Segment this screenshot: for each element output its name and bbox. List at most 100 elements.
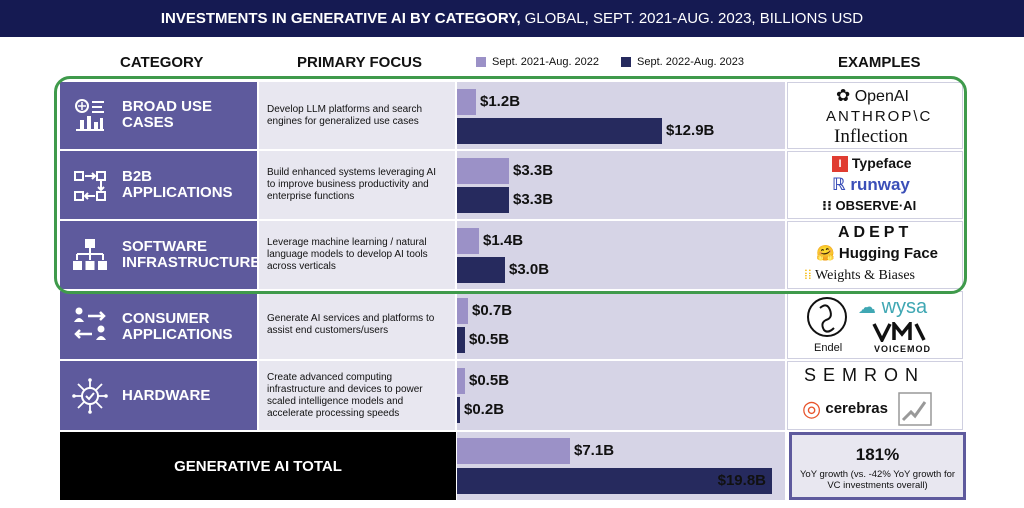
runway-icon: ℝ: [832, 175, 846, 194]
value-2022-total: $7.1B: [574, 442, 615, 459]
bar-2023-b2b: [457, 187, 509, 213]
bar-2022-software-infra: [457, 228, 479, 254]
bar-row-broad-use: $1.2B $12.9B: [457, 82, 785, 149]
consumer-exchange-icon: [74, 307, 106, 340]
logo-cerebras: cerebras: [825, 399, 888, 417]
value-2022-b2b: $3.3B: [513, 162, 554, 179]
growth-percent: 181%: [855, 445, 900, 464]
observe-icon: ⁝⁝: [822, 198, 832, 213]
category-broad-use: BROAD USE CASES: [60, 82, 257, 149]
openai-logo: ✿ OpenAI: [836, 86, 909, 106]
chip-icon: [72, 378, 108, 414]
hardware-company-icon: [898, 392, 932, 426]
value-2023-total: $19.8B: [717, 472, 766, 489]
value-2023-broad-use: $12.9B: [666, 122, 715, 139]
logo-wysa: wysa: [881, 296, 928, 318]
examples-consumer: Endel ☁ wysa VOICEMOD: [787, 291, 963, 359]
value-2023-software-infra: $3.0B: [509, 261, 550, 278]
value-2022-software-infra: $1.4B: [483, 232, 524, 249]
category-label-line1: BROAD USE: [122, 98, 213, 115]
bar-row-total: $7.1B $19.8B: [457, 432, 785, 500]
bar-2023-consumer: [457, 327, 465, 353]
runway-logo: ℝ runway: [832, 175, 910, 195]
title-rest: GLOBAL, SEPT. 2021-AUG. 2023, BILLIONS U…: [524, 10, 864, 27]
hugging-face-logo: 🤗 Hugging Face: [816, 244, 938, 262]
category-label-line1: B2B: [122, 168, 153, 185]
category-header: CATEGORY: [120, 54, 204, 71]
total-label: GENERATIVE AI TOTAL: [60, 432, 456, 500]
category-label-line1: CONSUMER: [122, 310, 210, 327]
value-2023-b2b: $3.3B: [513, 191, 554, 208]
voicemod-icon: [872, 322, 926, 342]
logo-endel: Endel: [814, 342, 843, 354]
category-label-line2: INFRASTRUCTURE: [122, 254, 261, 271]
bar-2022-total: [457, 438, 570, 464]
examples-broad-use: ✿ OpenAI ANTHROP\C Inflection: [787, 82, 963, 149]
category-label-line2: CASES: [122, 114, 174, 131]
examples-hardware: SEMRON ◎ cerebras: [787, 361, 963, 430]
wandb-icon: ⁞⁞: [804, 268, 812, 283]
bar-2023-software-infra: [457, 257, 505, 283]
examples-software-infra: ADEPT 🤗 Hugging Face ⁞⁞ Weights & Biases: [787, 221, 963, 289]
bar-row-software-infra: $1.4B $3.0B: [457, 221, 785, 289]
category-software-infra: SOFTWARE INFRASTRUCTURE: [60, 221, 261, 289]
logo-runway: runway: [850, 175, 910, 194]
cerebras-icon: ◎: [802, 396, 822, 421]
bar-2023-hardware: [457, 397, 460, 423]
network-hierarchy-icon: [73, 239, 107, 270]
legend-swatch-2023: [621, 57, 631, 67]
category-consumer: CONSUMER APPLICATIONS: [60, 291, 257, 359]
value-2022-hardware: $0.5B: [469, 372, 510, 389]
title-bold: INVESTMENTS IN GENERATIVE AI BY CATEGORY…: [160, 10, 521, 27]
endel-icon: [807, 297, 847, 337]
typeface-icon: I: [832, 156, 848, 173]
legend-label-2022: Sept. 2021-Aug. 2022: [492, 56, 600, 68]
wysa-icon: ☁: [858, 297, 876, 317]
bar-2022-broad-use: [457, 89, 476, 115]
broad-use-icon: [75, 99, 104, 131]
bar-2022-hardware: [457, 368, 465, 394]
logo-semron: SEMRON: [804, 365, 926, 385]
category-label-line2: APPLICATIONS: [122, 184, 233, 201]
category-label-line2: APPLICATIONS: [122, 326, 233, 343]
cerebras-logo: ◎ cerebras: [802, 396, 888, 422]
bar-2023-broad-use: [457, 118, 662, 144]
category-b2b: B2B APPLICATIONS: [60, 151, 257, 219]
bar-row-consumer: $0.7B $0.5B: [457, 291, 785, 359]
bar-row-hardware: $0.5B $0.2B: [457, 361, 785, 430]
value-2023-hardware: $0.2B: [464, 401, 505, 418]
logo-adept: ADEPT: [838, 224, 913, 241]
focus-hardware: Create advanced computing infrastructure…: [259, 361, 455, 430]
growth-description: YoY growth (vs. -42% YoY growth for VC i…: [799, 469, 956, 491]
legend-label-2023: Sept. 2022-Aug. 2023: [637, 56, 745, 68]
legend-swatch-2022: [476, 57, 486, 67]
category-label-line1: HARDWARE: [122, 387, 211, 404]
logo-weights-biases: Weights & Biases: [815, 268, 916, 283]
openai-icon: ✿: [836, 86, 851, 105]
bar-2023-total: [457, 468, 772, 494]
logo-observe-ai: OBSERVE·AI: [835, 198, 917, 213]
examples-b2b: I Typeface ℝ runway ⁝⁝ OBSERVE·AI: [787, 151, 963, 219]
logo-typeface: Typeface: [851, 155, 912, 171]
growth-box: 181% YoY growth (vs. -42% YoY growth for…: [789, 432, 966, 500]
primary-focus-header: PRIMARY FOCUS: [297, 54, 423, 71]
focus-b2b: Build enhanced systems leveraging AI to …: [259, 151, 455, 219]
legend-item-2022: Sept. 2021-Aug. 2022: [476, 53, 599, 71]
wysa-logo: ☁ wysa: [858, 296, 927, 319]
logo-voicemod: VOICEMOD: [874, 344, 932, 354]
focus-broad-use: Develop LLM platforms and search engines…: [259, 82, 455, 149]
logo-openai: OpenAI: [854, 88, 909, 105]
observe-logo: ⁝⁝ OBSERVE·AI: [822, 198, 916, 214]
value-2023-consumer: $0.5B: [469, 331, 510, 348]
examples-header: EXAMPLES: [838, 54, 921, 71]
chart-title: INVESTMENTS IN GENERATIVE AI BY CATEGORY…: [0, 0, 1024, 37]
b2b-flow-icon: [74, 171, 106, 201]
bar-row-b2b: $3.3B $3.3B: [457, 151, 785, 219]
legend-item-2023: Sept. 2022-Aug. 2023: [621, 53, 744, 71]
value-2022-consumer: $0.7B: [472, 302, 513, 319]
logo-hugging-face: Hugging Face: [838, 245, 939, 262]
wandb-logo: ⁞⁞ Weights & Biases: [804, 268, 915, 284]
focus-consumer: Generate AI services and platforms to as…: [259, 291, 455, 359]
category-hardware: HARDWARE: [60, 361, 257, 430]
logo-inflection: Inflection: [834, 126, 908, 147]
